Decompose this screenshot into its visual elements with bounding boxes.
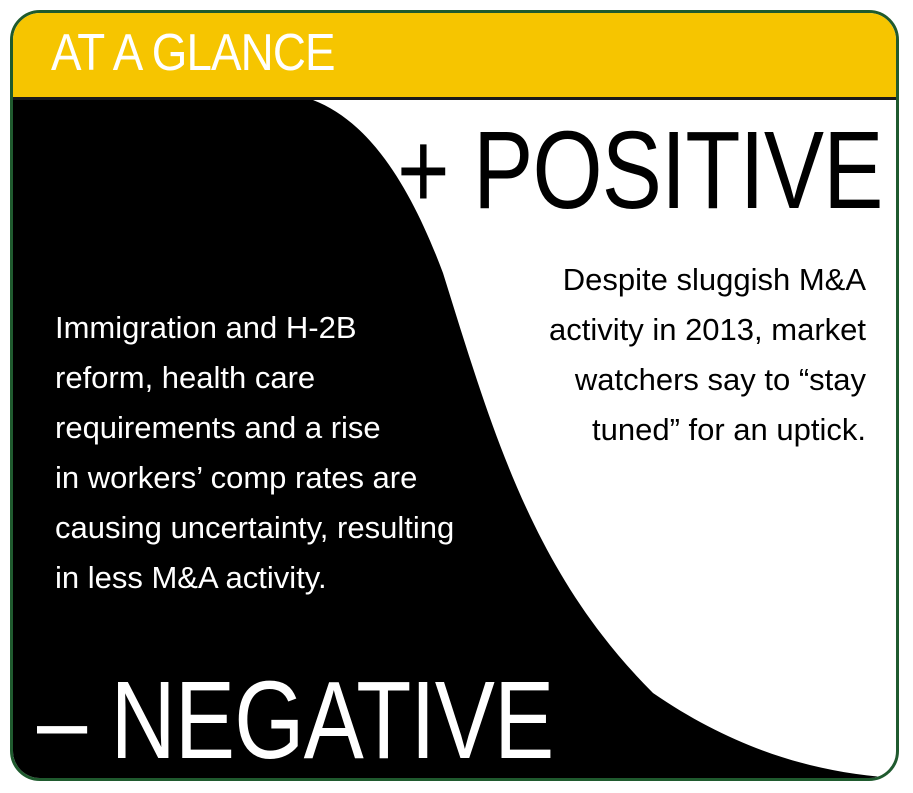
header-band — [13, 13, 896, 97]
negative-heading: – NEGATIVE — [37, 659, 554, 781]
negative-description: Immigration and H-2B reform, health care… — [55, 310, 455, 595]
negative-wave-shape — [13, 100, 896, 778]
positive-heading: + POSITIVE — [397, 109, 883, 232]
header-divider — [13, 97, 896, 100]
positive-description: Despite sluggish M&A activity in 2013, m… — [548, 262, 866, 447]
at-a-glance-card: AT A GLANCE + POSITIVE Despite sluggish … — [10, 10, 899, 781]
header-title: AT A GLANCE — [51, 24, 336, 82]
